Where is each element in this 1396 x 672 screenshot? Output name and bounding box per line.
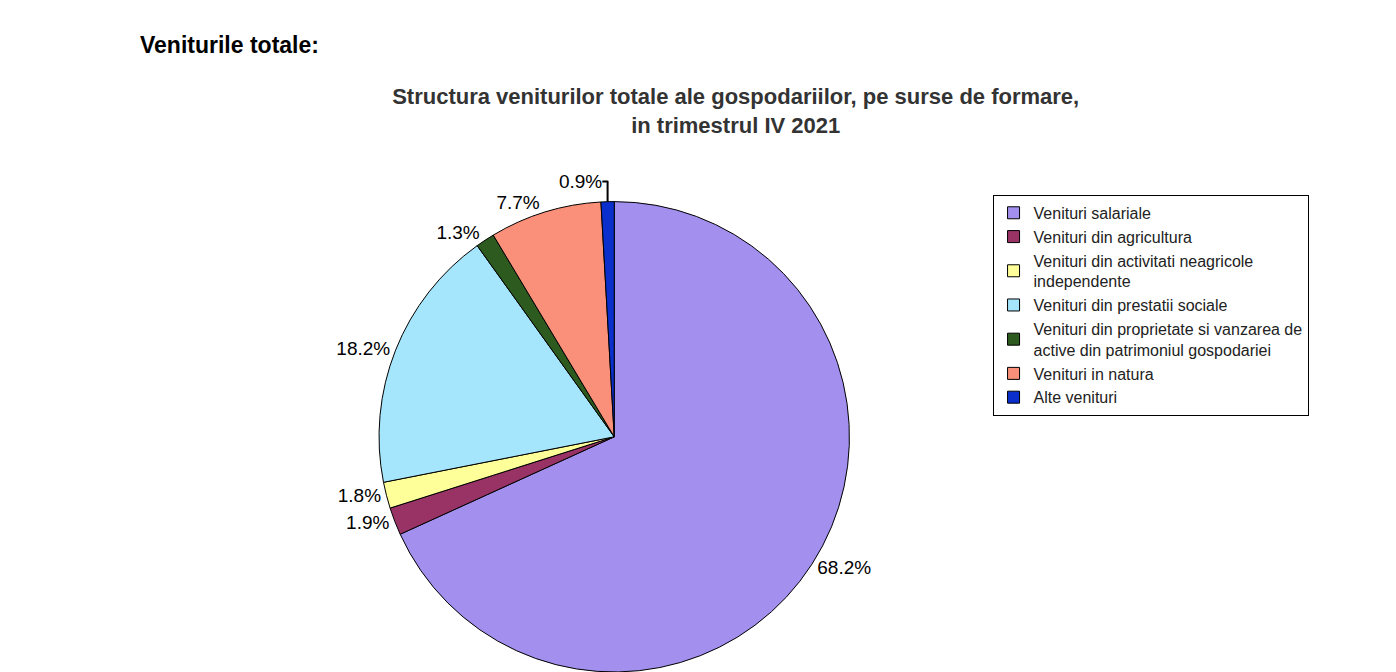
svg-text:1.9%: 1.9% [346, 512, 389, 533]
svg-text:Venituri salariale: Venituri salariale [1034, 205, 1152, 222]
svg-text:68.2%: 68.2% [817, 557, 871, 578]
svg-text:1.3%: 1.3% [436, 222, 479, 243]
svg-text:7.7%: 7.7% [496, 192, 539, 213]
svg-text:Venituri din activitati neagri: Venituri din activitati neagricoleindepe… [1034, 253, 1254, 291]
svg-text:18.2%: 18.2% [336, 338, 390, 359]
svg-text:Venituri din prestatii sociale: Venituri din prestatii sociale [1034, 297, 1228, 314]
html-text:Veniturile totale:: Veniturile totale: [140, 32, 319, 58]
svg-text:0.9%: 0.9% [559, 171, 602, 192]
svg-text:Alte venituri: Alte venituri [1034, 389, 1118, 406]
svg-text:1.8%: 1.8% [338, 485, 381, 506]
svg-text:Venituri in natura: Venituri in natura [1034, 366, 1154, 383]
svg-text:Structura veniturilor totale a: Structura veniturilor totale ale gospoda… [392, 84, 1079, 138]
svg-text:Venituri din proprietate si va: Venituri din proprietate si vanzarea dea… [1034, 321, 1303, 359]
svg-text:Venituri din agricultura: Venituri din agricultura [1034, 229, 1192, 246]
